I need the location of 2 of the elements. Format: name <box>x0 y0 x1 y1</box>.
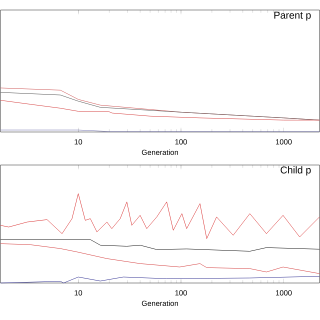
chart-title: Child p <box>280 166 311 176</box>
chart-title: Parent p <box>274 12 311 21</box>
